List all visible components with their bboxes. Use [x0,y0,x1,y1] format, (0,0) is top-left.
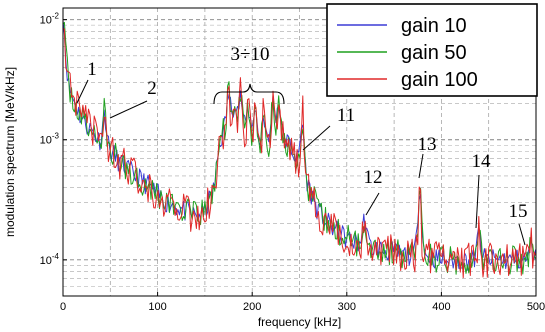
annotation-label-4: 11 [337,105,355,126]
annotation-label-7: 14 [472,151,492,172]
series-lines [62,20,536,279]
legend-label: gain 100 [401,69,478,91]
y-axis-label: modulation spectrum [MeV/kHz] [3,67,17,237]
annotation-label-1: 1 [87,59,97,80]
annotation-label-3: 3÷10 [231,44,270,65]
annotation-label-5: 12 [364,167,383,188]
x-tick-label: 0 [60,301,66,313]
x-tick-label: 100 [148,301,166,313]
y-tick-label: 10-2 [40,12,60,27]
series-line-gain-100 [62,27,536,279]
y-tick-label: 10-3 [40,132,60,147]
annotation-pointer [365,192,380,216]
annotation-pointer [302,125,331,151]
legend: gain 10 gain 50 gain 100 [326,3,538,97]
x-tick-label: 200 [243,301,261,313]
annotation-label-2: 2 [147,78,157,99]
legend-box [326,3,538,97]
annotation-label-6: 13 [418,134,437,155]
plot-frame [62,7,537,297]
annotation-pointer [76,79,89,104]
legend-label: gain 10 [401,15,467,37]
x-tick-label: 300 [338,301,356,313]
annotation-pointer [109,100,148,119]
x-tick-label: 500 [527,301,545,313]
x-tick-label: 400 [432,301,450,313]
legend-label: gain 50 [401,42,467,64]
annotation-label-8: 15 [509,201,528,222]
y-tick-label: 10-4 [40,252,60,267]
annotation-pointer [418,153,424,179]
annotation-brace [213,83,285,105]
x-axis-label: frequency [kHz] [258,315,341,329]
annotation-pointer [518,223,526,246]
annotation-pointer [475,174,480,229]
